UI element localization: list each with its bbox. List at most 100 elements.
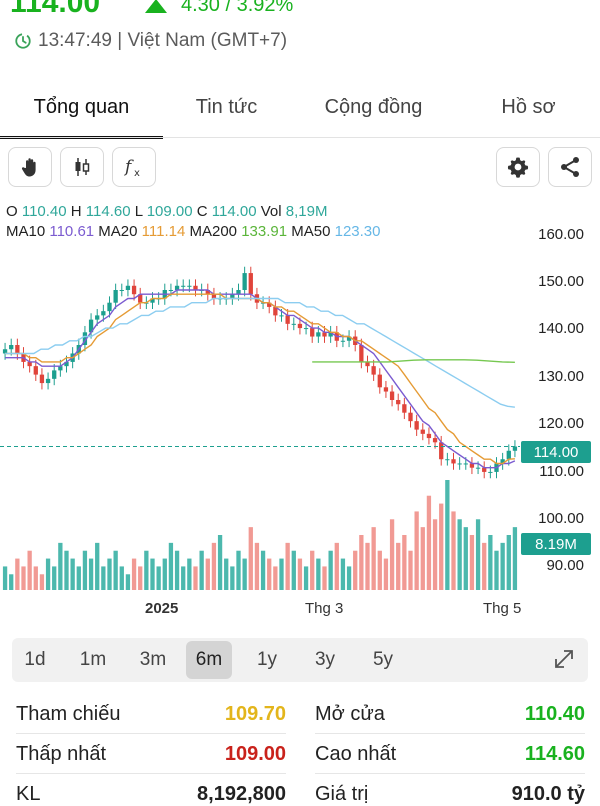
volume-bar xyxy=(21,566,26,590)
candle-body xyxy=(316,332,321,337)
volume-bar xyxy=(353,550,358,590)
y-tick-label: 150.00 xyxy=(538,273,584,290)
volume-bar xyxy=(156,566,161,590)
low-label: L xyxy=(134,203,143,220)
candle-body xyxy=(52,370,57,379)
candle-body xyxy=(193,285,198,290)
ma50-value: 123.30 xyxy=(334,223,381,240)
period-1y[interactable]: 1y xyxy=(256,649,278,670)
chart-type-button[interactable] xyxy=(60,147,104,187)
candle-body xyxy=(248,273,253,295)
candle-body xyxy=(267,302,272,307)
volume-bar xyxy=(451,511,456,590)
period-6m[interactable]: 6m xyxy=(186,641,232,679)
stat-divider xyxy=(16,773,286,774)
volume-bar xyxy=(187,558,192,590)
candle-body xyxy=(187,285,192,287)
volume-bar xyxy=(310,550,315,590)
ma20-value: 111.14 xyxy=(141,223,186,240)
tab-profile[interactable]: Hồ sơ xyxy=(501,95,556,118)
chart-settings-button[interactable] xyxy=(496,147,540,187)
volume-bar xyxy=(76,566,81,590)
volume-bar xyxy=(482,542,487,590)
tabs-divider xyxy=(0,137,600,138)
candle-body xyxy=(488,471,493,473)
candle-body xyxy=(310,328,315,337)
tab-community[interactable]: Cộng đồng xyxy=(324,95,423,118)
tab-overview[interactable]: Tổng quan xyxy=(0,78,163,139)
volume-bar xyxy=(27,550,32,590)
ma200-line xyxy=(312,359,515,363)
volume-bar xyxy=(248,527,253,590)
share-icon xyxy=(561,157,579,177)
candle-body xyxy=(402,404,407,413)
period-5y[interactable]: 5y xyxy=(372,649,394,670)
period-3m[interactable]: 3m xyxy=(139,649,167,670)
volume-bar xyxy=(33,566,38,590)
volume-bar xyxy=(217,535,223,590)
current-price-tag: 114.00 xyxy=(521,441,591,463)
stat-divider xyxy=(315,773,585,774)
candle-body xyxy=(174,285,180,290)
volume-bar xyxy=(445,480,450,590)
candle-body xyxy=(82,332,88,345)
svg-text:x: x xyxy=(134,168,140,179)
volume-bar xyxy=(162,558,167,590)
ma20-line xyxy=(5,293,515,465)
period-3y[interactable]: 3y xyxy=(314,649,336,670)
price-chart[interactable]: 160.00 150.00 140.00 130.00 120.00 110.0… xyxy=(0,220,600,630)
volume-bar xyxy=(267,558,272,590)
volume-bar xyxy=(95,542,100,590)
volume-bar xyxy=(426,495,432,590)
volume-bar xyxy=(414,511,419,590)
period-1d[interactable]: 1d xyxy=(24,649,46,670)
candle-body xyxy=(457,463,462,465)
volume-bar xyxy=(469,535,475,590)
indicators-button[interactable]: f x xyxy=(112,147,156,187)
period-selector: 1d 1m 3m 6m 1y 3y 5y xyxy=(12,638,588,682)
volume-bar xyxy=(383,558,389,590)
candle-body xyxy=(242,273,247,290)
x-tick-label: Thg 5 xyxy=(483,600,522,617)
volume-bar xyxy=(396,542,401,590)
candle-body xyxy=(396,400,401,405)
candle-body xyxy=(119,290,124,291)
candle-body xyxy=(236,290,241,295)
close-label: C xyxy=(196,203,208,220)
draw-tool-button[interactable] xyxy=(8,147,52,187)
volume-bar xyxy=(205,558,210,590)
volume-bar xyxy=(174,550,180,590)
ma10-label: MA10 xyxy=(6,223,46,240)
y-tick-label: 160.00 xyxy=(538,226,584,243)
candle-body xyxy=(101,311,106,316)
x-tick-label: 2025 xyxy=(145,600,179,617)
volume-bar xyxy=(359,535,364,590)
expand-icon[interactable] xyxy=(552,647,576,671)
open-label: O xyxy=(6,203,18,220)
volume-bar xyxy=(260,550,266,590)
ma200-label: MA200 xyxy=(189,223,238,240)
candle-body xyxy=(420,429,425,434)
volume-bar xyxy=(45,558,51,590)
chart-canvas[interactable] xyxy=(0,220,600,630)
share-button[interactable] xyxy=(548,147,592,187)
period-1m[interactable]: 1m xyxy=(79,649,107,670)
tab-news[interactable]: Tin tức xyxy=(195,95,258,118)
y-tick-label: 100.00 xyxy=(538,510,584,527)
stat-divider xyxy=(315,733,585,734)
stat-value: 109.00 xyxy=(224,743,286,765)
candle-body xyxy=(322,332,327,337)
volume-bar xyxy=(64,550,69,590)
stat-value: 110.40 xyxy=(524,703,585,725)
ma50-label: MA50 xyxy=(291,223,331,240)
stat-value: 114.60 xyxy=(524,743,585,765)
candle-body xyxy=(33,366,38,375)
volume-bar xyxy=(463,527,468,590)
candle-body xyxy=(432,438,438,443)
volume-bar xyxy=(2,566,8,590)
candle-body xyxy=(211,294,217,299)
stat-value: 109.70 xyxy=(224,703,286,725)
ma10-line xyxy=(5,289,516,469)
high-label: H xyxy=(70,203,82,220)
volume-bar xyxy=(371,527,376,590)
